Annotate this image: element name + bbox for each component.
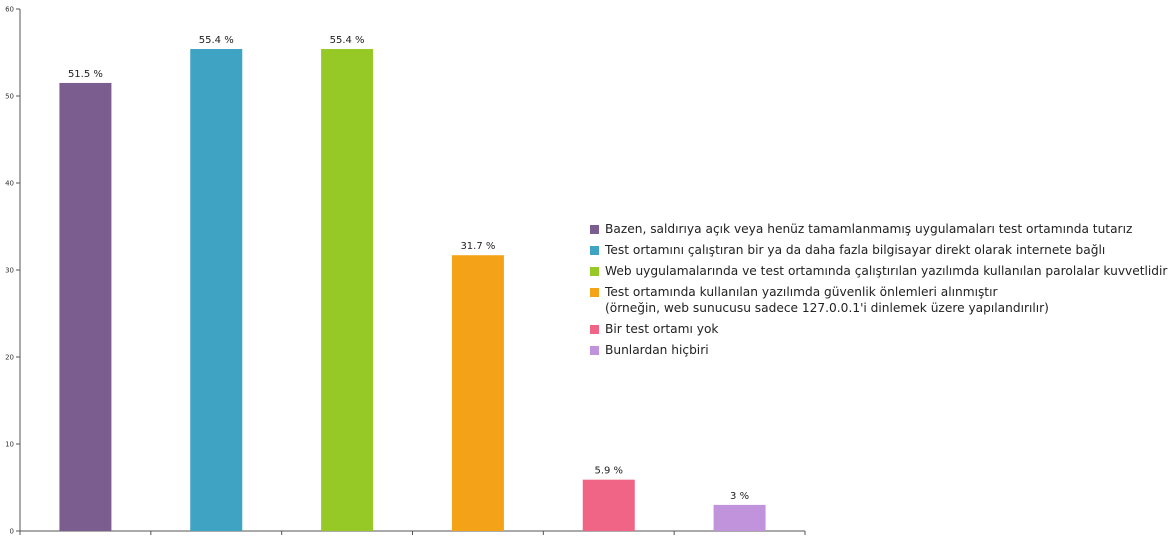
legend-label: Test ortamını çalıştıran bir ya da daha …	[605, 243, 1106, 257]
y-axis: 0 10 20 30 40 50 60	[5, 6, 21, 536]
legend-swatch	[590, 346, 599, 355]
legend-item: Bir test ortamı yok	[590, 321, 1170, 337]
legend-item: Test ortamında kullanılan yazılımda güve…	[590, 284, 1170, 316]
legend-swatch	[590, 267, 599, 276]
bar-value-label: 55.4 %	[199, 35, 234, 46]
legend-swatch	[590, 225, 599, 234]
legend-label: Bir test ortamı yok	[605, 322, 719, 336]
bar-value-label: 5.9 %	[594, 466, 623, 477]
bar-value-label: 3 %	[730, 491, 749, 502]
legend-label: Bunlardan hiçbiri	[605, 343, 709, 357]
y-tick-label: 40	[5, 180, 14, 188]
bar	[190, 49, 243, 532]
bar-value-label: 31.7 %	[460, 241, 495, 252]
bar	[451, 255, 504, 531]
legend-item: Bunlardan hiçbiri	[590, 342, 1170, 358]
legend-item: Bazen, saldırıya açık veya henüz tamamla…	[590, 221, 1170, 237]
x-axis	[19, 530, 806, 535]
y-tick-label: 0	[10, 528, 14, 536]
bars: 51.5 % 55.4 % 55.4 % 31.7 % 5.9 % 3 %	[59, 35, 766, 532]
bar	[713, 504, 766, 531]
y-tick-label: 20	[5, 354, 14, 362]
legend-label: Web uygulamalarında ve test ortamında ça…	[605, 264, 1168, 278]
legend-swatch	[590, 288, 599, 297]
y-tick-label: 50	[5, 93, 14, 101]
bar	[582, 479, 635, 531]
legend-label: Bazen, saldırıya açık veya henüz tamamla…	[605, 222, 1133, 236]
legend-swatch	[590, 246, 599, 255]
bar	[321, 49, 374, 532]
bar-value-label: 55.4 %	[330, 35, 365, 46]
legend-item: Test ortamını çalıştıran bir ya da daha …	[590, 242, 1170, 258]
y-tick-label: 60	[5, 6, 14, 14]
y-tick-label: 10	[5, 441, 14, 449]
legend-swatch	[590, 325, 599, 334]
bar	[59, 82, 112, 531]
y-tick-label: 30	[5, 267, 14, 275]
legend-item: Web uygulamalarında ve test ortamında ça…	[590, 263, 1170, 279]
bar-value-label: 51.5 %	[68, 69, 103, 80]
legend-label: Test ortamında kullanılan yazılımda güve…	[605, 285, 1049, 315]
legend: Bazen, saldırıya açık veya henüz tamamla…	[590, 221, 1170, 363]
